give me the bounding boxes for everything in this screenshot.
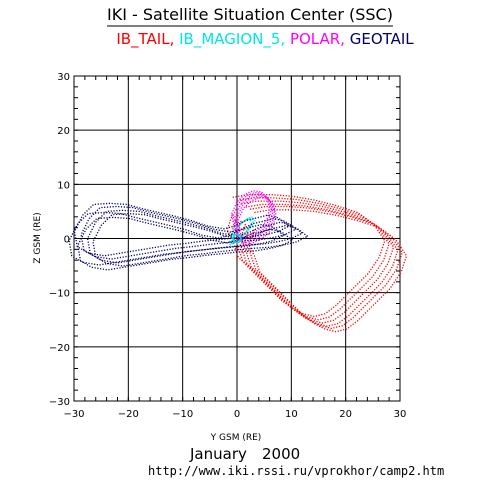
legend-geotail: GEOTAIL [350,30,415,48]
x-tick-label: −30 [63,409,84,420]
orbit-track [86,209,303,264]
year-label: 2000 [262,445,300,463]
earth-marker [232,233,242,244]
satellite-list: IB_TAIL, IB_MAGION_5, POLAR, GEOTAIL [116,30,414,49]
x-tick-label: −10 [172,409,193,420]
x-tick-label: 30 [394,409,407,420]
orbit-track [232,191,272,241]
y-tick-label: 0 [64,235,70,246]
tick-labels: −30 −20 −10 0 10 20 30 −30 −20 −10 0 10 20 30 [49,72,406,420]
x-tick-label: 0 [234,409,240,420]
orbit-track [237,196,277,246]
source-url[interactable]: http://www.iki.rssi.ru/vprokhor/camp2.ht… [148,464,444,478]
page-title: IKI - Satellite Situation Center (SSC) [107,5,393,24]
x-tick-label: −20 [118,409,139,420]
orbit-track [230,190,271,240]
orbit-track [235,195,276,245]
orbit-track [229,218,253,246]
orbit-track [232,216,256,244]
y-tick-label: −10 [49,289,70,300]
orbit-track [92,212,308,267]
y-tick-label: −20 [49,343,70,354]
legend-ib-magion-5: IB_MAGION_5, [179,30,290,49]
x-axis-label: Y GSM (RE) [210,433,262,443]
x-tick-label: 20 [339,409,352,420]
legend-ib-tail: IB_TAIL, [116,30,179,49]
y-tick-label: 10 [57,180,70,191]
orbit-geotail [68,202,308,271]
y-tick-label: −30 [49,397,70,408]
orbit-ib-tail [226,193,408,333]
x-tick-label: 10 [285,409,298,420]
month-label: January [189,445,247,463]
y-axis-label: Z GSM (RE) [33,212,43,263]
y-tick-label: 30 [57,72,70,83]
orbit-track [235,200,395,324]
legend-polar: POLAR, [290,30,350,48]
y-tick-label: 20 [57,126,70,137]
orbit-series [68,190,408,333]
